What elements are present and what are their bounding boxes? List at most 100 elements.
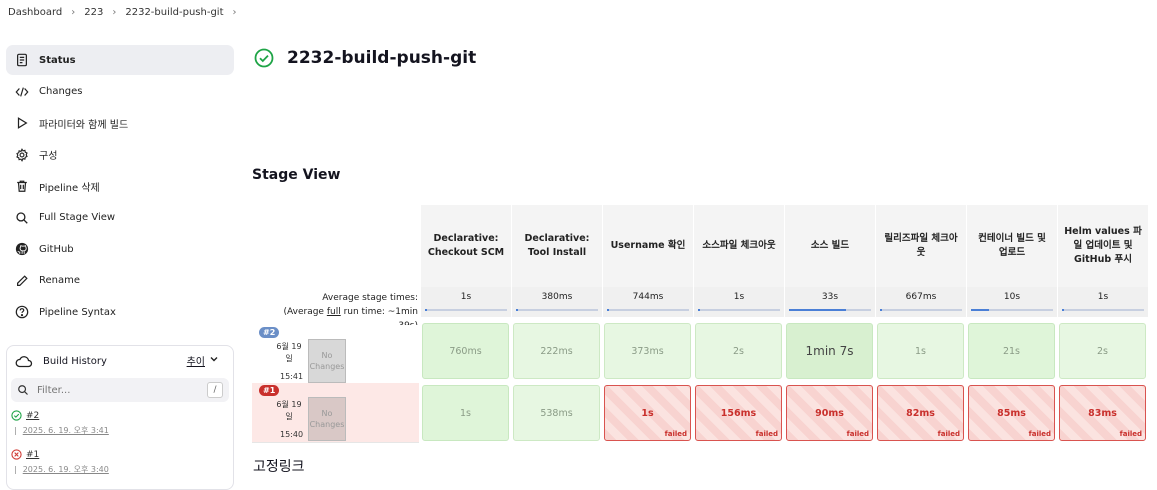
no-changes-box: No Changes [308, 339, 346, 383]
stage-cell[interactable]: 1min 7s [786, 323, 873, 379]
stage-average: 1s [420, 287, 511, 317]
failed-label: failed [846, 430, 869, 438]
build-row-1[interactable]: #1 6월 19 일 15:40 No Changes [252, 383, 419, 443]
stage-average-bar [971, 309, 990, 311]
code-icon [14, 84, 30, 100]
stage-column: Username 확인 744ms 373ms 1s failed [602, 205, 693, 441]
page-title: 2232-build-push-git [287, 48, 477, 68]
stage-average-bar [880, 309, 882, 311]
stage-header: 릴리즈파일 체크아웃 [875, 205, 966, 287]
sidebar-item-pipeline-syntax[interactable]: Pipeline Syntax [6, 297, 234, 327]
stage-column: Declarative: Tool Install 380ms 222ms 53… [511, 205, 602, 441]
build-history-entry[interactable]: #2 | 2025. 6. 19. 오후 3:41 [7, 402, 233, 441]
stage-cell-failed[interactable]: 85ms failed [968, 385, 1055, 441]
failed-label: failed [755, 430, 778, 438]
build-date[interactable]: | 2025. 6. 19. 오후 3:40 [14, 465, 109, 474]
build-history-entry[interactable]: #1 | 2025. 6. 19. 오후 3:40 [7, 441, 233, 480]
play-icon [14, 115, 30, 131]
stage-cell[interactable]: 222ms [513, 323, 600, 379]
stage-average: 380ms [511, 287, 602, 317]
stage-average-bar [516, 309, 518, 311]
sidebar-item-github[interactable]: GitHub [6, 234, 234, 264]
sidebar-item-configure[interactable]: 구성 [6, 140, 234, 170]
sidebar: Status Changes 파라미터와 함께 빌드 구성 Pipeline 삭… [6, 45, 234, 329]
keyboard-shortcut-hint: / [207, 382, 223, 398]
build-number-link[interactable]: #1 [26, 449, 40, 460]
build-time: 15:41 [280, 372, 304, 381]
stage-cell[interactable]: 373ms [604, 323, 691, 379]
build-history-panel: Build History 추이 / #2 |2025. 6. 19. 오후 3… [6, 345, 234, 490]
success-icon [254, 48, 287, 68]
stage-column: Declarative: Checkout SCM 1s 760ms 1s [420, 205, 511, 441]
build-badge[interactable]: #1 [259, 385, 280, 396]
build-badge[interactable]: #2 [259, 327, 280, 338]
build-row-2[interactable]: #2 6월 19 일 15:41 No Changes [252, 325, 419, 385]
sidebar-item-label: GitHub [39, 243, 74, 255]
sidebar-item-full-stage-view[interactable]: Full Stage View [6, 203, 234, 233]
stage-view: Average stage times: (Average full run t… [252, 205, 1157, 445]
build-filter-input[interactable] [35, 383, 195, 397]
stage-header: 소스 빌드 [784, 205, 875, 287]
stage-column: 컨테이너 빌드 및 업로드 10s 21s 85ms failed [966, 205, 1057, 441]
sidebar-item-label: Full Stage View [39, 212, 116, 223]
stage-cell[interactable]: 538ms [513, 385, 600, 441]
stage-average-bar [1062, 309, 1064, 311]
stage-cell-failed[interactable]: 156ms failed [695, 385, 782, 441]
search-icon [17, 384, 29, 396]
stage-cell[interactable]: 21s [968, 323, 1055, 379]
pencil-icon [14, 273, 30, 289]
sidebar-item-changes[interactable]: Changes [6, 77, 234, 107]
success-icon [11, 410, 22, 421]
stage-header: 컨테이너 빌드 및 업로드 [966, 205, 1057, 287]
stage-header: Username 확인 [602, 205, 693, 287]
trend-dropdown[interactable]: 추이 [187, 353, 219, 368]
failed-label: failed [937, 430, 960, 438]
breadcrumb-dashboard[interactable]: Dashboard [8, 6, 63, 18]
stage-cell[interactable]: 1s [422, 385, 509, 441]
failed-label: failed [1119, 430, 1142, 438]
stage-average: 33s [784, 287, 875, 317]
stage-cell[interactable]: 1s [877, 323, 964, 379]
github-icon [14, 241, 30, 257]
stage-header: Helm values 파일 업데이트 및 GitHub 푸시 [1057, 205, 1148, 287]
build-filter-field[interactable]: / [11, 378, 229, 402]
stage-column: 소스파일 체크아웃 1s 2s 156ms failed [693, 205, 784, 441]
stage-header: Declarative: Tool Install [511, 205, 602, 287]
stage-average: 1s [693, 287, 784, 317]
permalinks-heading: 고정링크 [253, 459, 305, 475]
failed-label: failed [664, 430, 687, 438]
stage-header: 소스파일 체크아웃 [693, 205, 784, 287]
stage-cell-failed[interactable]: 1s failed [604, 385, 691, 441]
build-history-header: Build History 추이 [7, 346, 233, 376]
stage-column: 릴리즈파일 체크아웃 667ms 1s 82ms failed [875, 205, 966, 441]
stage-column: 소스 빌드 33s 1min 7s 90ms failed [784, 205, 875, 441]
stage-header: Declarative: Checkout SCM [420, 205, 511, 287]
chevron-right-icon[interactable]: › [232, 6, 237, 18]
stage-cell-failed[interactable]: 83ms failed [1059, 385, 1146, 441]
stage-average: 667ms [875, 287, 966, 317]
sidebar-item-rename[interactable]: Rename [6, 266, 234, 296]
stage-average-bar [425, 309, 427, 311]
build-date[interactable]: | 2025. 6. 19. 오후 3:41 [14, 426, 109, 435]
sidebar-item-build-with-parameters[interactable]: 파라미터와 함께 빌드 [6, 108, 234, 138]
stage-cell[interactable]: 2s [695, 323, 782, 379]
cloud-icon [15, 354, 33, 368]
breadcrumb-job[interactable]: 2232-build-push-git [125, 6, 224, 18]
breadcrumb-folder[interactable]: 223 [84, 6, 104, 18]
chevron-right-icon: › [112, 6, 117, 18]
sidebar-item-delete-pipeline[interactable]: Pipeline 삭제 [6, 171, 234, 201]
stage-cell-failed[interactable]: 90ms failed [786, 385, 873, 441]
sidebar-item-status[interactable]: Status [6, 45, 234, 75]
sidebar-item-label: Pipeline Syntax [39, 306, 116, 318]
stage-cell-failed[interactable]: 82ms failed [877, 385, 964, 441]
stage-cell[interactable]: 760ms [422, 323, 509, 379]
stage-cell[interactable]: 2s [1059, 323, 1146, 379]
sidebar-item-label: Rename [39, 275, 81, 286]
stage-average: 744ms [602, 287, 693, 317]
build-number-link[interactable]: #2 [26, 410, 40, 421]
build-date: 6월 19 일 [276, 400, 302, 421]
sidebar-item-label: Pipeline 삭제 [39, 182, 100, 194]
stage-average-bar [698, 309, 700, 311]
no-changes-box: No Changes [308, 397, 346, 441]
stage-view-heading: Stage View [252, 167, 341, 183]
